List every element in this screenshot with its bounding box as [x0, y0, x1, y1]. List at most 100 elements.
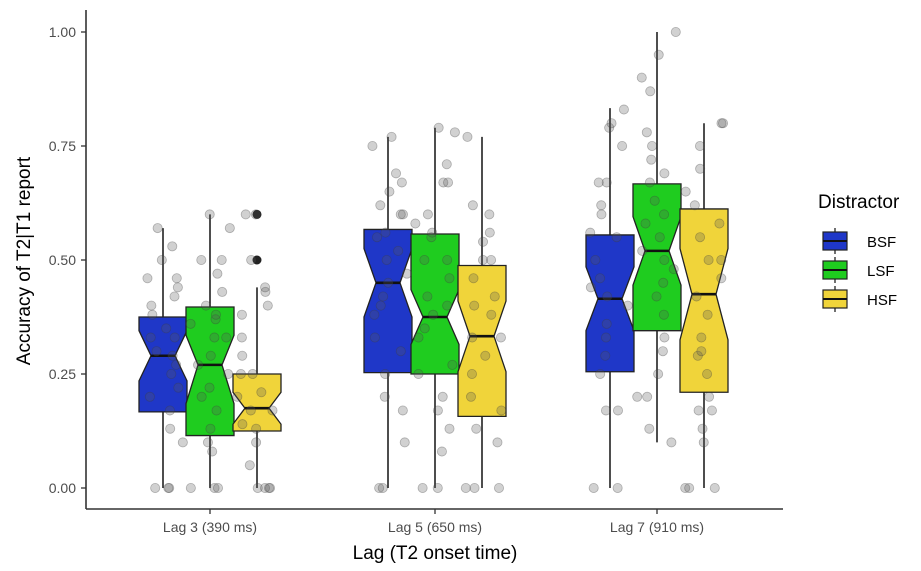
jitter-point	[185, 482, 196, 493]
legend-key-bsf	[822, 228, 848, 254]
jitter-point	[172, 282, 183, 293]
jitter-point	[449, 127, 460, 138]
jitter-point	[369, 309, 380, 320]
jitter-point	[171, 359, 182, 370]
jitter-point	[604, 122, 615, 133]
jitter-point	[442, 254, 453, 265]
jitter-point	[251, 423, 262, 434]
jitter-point	[417, 482, 428, 493]
jitter-point	[375, 200, 386, 211]
jitter-point	[171, 273, 182, 284]
jitter-point	[691, 291, 702, 302]
jitter-point	[585, 282, 596, 293]
jitter-point	[144, 391, 155, 402]
jitter-point	[484, 209, 495, 220]
jitter-point	[204, 382, 215, 393]
jitter-point	[694, 140, 705, 151]
legend-title: Distractor	[818, 192, 900, 213]
jitter-point	[692, 350, 703, 361]
jitter-point	[185, 318, 196, 329]
jitter-point	[666, 437, 677, 448]
jitter-point	[422, 209, 433, 220]
jitter-point	[236, 332, 247, 343]
jitter-point	[442, 300, 453, 311]
jitter-point	[469, 300, 480, 311]
jitter-point	[651, 291, 662, 302]
jitter-point	[426, 232, 437, 243]
jitter-point	[636, 72, 647, 83]
outlier-point	[252, 209, 262, 219]
jitter-point	[267, 405, 278, 416]
jitter-point	[714, 218, 725, 229]
jitter-point	[173, 382, 184, 393]
jitter-point	[647, 140, 658, 151]
jitter-point	[432, 482, 443, 493]
jitter-point	[477, 254, 488, 265]
jitter-point	[216, 254, 227, 265]
jitter-point	[236, 309, 247, 320]
legend-key-lsf	[822, 257, 848, 283]
jitter-point	[384, 186, 395, 197]
jitter-point	[646, 154, 657, 165]
jitter-point	[260, 282, 271, 293]
jitter-point	[164, 405, 175, 416]
jitter-point	[395, 346, 406, 357]
x-axis-title: Lag (T2 onset time)	[353, 543, 518, 564]
jitter-point	[480, 350, 491, 361]
legend: Distractor BSF LSF HSF	[818, 192, 900, 312]
jitter-point	[704, 391, 715, 402]
jitter-point	[617, 140, 628, 151]
jitter-point	[466, 368, 477, 379]
jitter-point	[151, 346, 162, 357]
jitter-point	[419, 323, 430, 334]
jitter-point	[467, 332, 478, 343]
jitter-point	[246, 254, 257, 265]
jitter-point	[600, 350, 611, 361]
jitter-point	[237, 419, 248, 430]
jitter-point	[393, 245, 404, 256]
jitter-point	[703, 254, 714, 265]
jitter-point	[256, 387, 267, 398]
jitter-point	[670, 26, 681, 37]
jitter-point	[211, 405, 222, 416]
jitter-point	[716, 254, 727, 265]
jitter-point	[150, 482, 161, 493]
jitter-point	[156, 254, 167, 265]
jitter-point	[653, 49, 664, 60]
jitter-point	[205, 423, 216, 434]
jitter-point	[397, 209, 408, 220]
jitter-point	[486, 254, 497, 265]
jitter-point	[251, 437, 262, 448]
jitter-point	[163, 482, 174, 493]
jitter-point	[658, 277, 669, 288]
jitter-point	[601, 177, 612, 188]
jitter-point	[659, 332, 670, 343]
jitter-point	[447, 359, 458, 370]
jitter-point	[640, 218, 651, 229]
jitter-point	[618, 104, 629, 115]
jitter-point	[612, 405, 623, 416]
jitter-point	[706, 405, 717, 416]
jitter-point	[196, 254, 207, 265]
jitter-point	[606, 118, 617, 129]
jitter-point	[489, 291, 500, 302]
jitter-point	[212, 268, 223, 279]
jitter-point	[224, 223, 235, 234]
jitter-point	[460, 482, 471, 493]
jitter-point	[240, 209, 251, 220]
jitter-point	[496, 405, 507, 416]
jitter-point	[372, 232, 383, 243]
jitter-point	[696, 332, 707, 343]
jitter-point	[422, 291, 433, 302]
jitter-point	[395, 209, 406, 220]
jitter-point	[441, 159, 452, 170]
jitter-point	[380, 368, 391, 379]
jitter-point	[696, 346, 707, 357]
jitter-point	[145, 332, 156, 343]
legend-label: BSF	[867, 234, 896, 251]
box-lsf	[632, 183, 682, 332]
jitter-point	[221, 332, 232, 343]
jitter-point	[413, 332, 424, 343]
jitter-point	[245, 405, 256, 416]
jitter-point	[247, 368, 258, 379]
